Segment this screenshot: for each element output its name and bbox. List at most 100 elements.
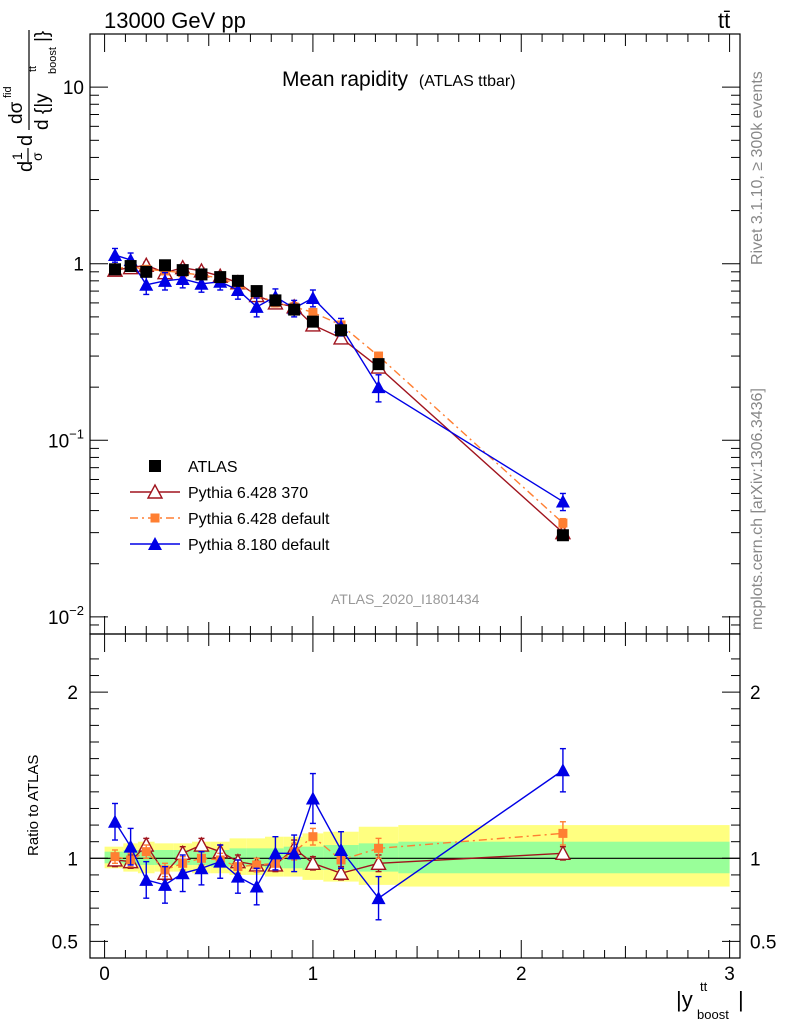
- data-point: [213, 854, 228, 868]
- rivet-label: Rivet 3.1.10, ≥ 300k events: [749, 71, 766, 265]
- main-panel-series: [106, 247, 572, 542]
- data-point: [334, 843, 349, 856]
- series-line: [114, 832, 563, 871]
- ratio-y-tick-label-left: 1: [67, 849, 78, 870]
- chart-title-sub: (ATLAS ttbar): [419, 73, 516, 90]
- main-y-tick-label: 10−1: [48, 426, 84, 452]
- legend-label: Pythia 6.428 default: [188, 511, 330, 528]
- ylabel-tt: tt: [27, 66, 39, 72]
- ratio-y-tick-label-left: 2: [67, 683, 78, 704]
- ylabel-close: |}: [32, 31, 53, 42]
- data-point: [195, 268, 208, 281]
- data-point: [194, 861, 209, 875]
- main-y-tick-label: 10: [63, 78, 84, 99]
- ratio-panel-series: [106, 747, 572, 921]
- analysis-label: ATLAS_2020_I1801434: [331, 591, 480, 607]
- data-point: [108, 814, 122, 828]
- legend-marker: [146, 483, 164, 499]
- data-point: [159, 259, 171, 272]
- ratio-band-segment: [154, 850, 174, 865]
- ylabel-denom: d {|y: [32, 93, 53, 130]
- main-panel-axes: 10−2 10−1 1 10: [48, 33, 741, 635]
- main-y-axis-label: d 1 σ d dσ fid d {|y tt boost |}: [2, 30, 59, 172]
- main-y-tick-label: 10−2: [48, 603, 84, 629]
- data-point: [214, 271, 227, 284]
- data-point: [308, 307, 318, 317]
- data-point: [332, 329, 350, 345]
- data-point: [372, 358, 385, 371]
- ylabel-sigma: σ: [29, 152, 45, 161]
- legend-marker: [150, 513, 160, 523]
- main-y-tick-label: 1: [73, 255, 84, 276]
- ylabel-dsigma: dσ: [6, 101, 27, 124]
- data-point: [175, 866, 190, 880]
- ratio-frame: [89, 633, 741, 959]
- data-point: [555, 494, 570, 508]
- ratio-y-tick-label-right: 2: [750, 683, 761, 704]
- data-point: [371, 380, 386, 394]
- data-point: [558, 518, 568, 528]
- data-point: [249, 879, 264, 893]
- data-point: [370, 854, 387, 870]
- data-point: [108, 248, 122, 262]
- x-tick-label: 0: [99, 964, 110, 985]
- data-point: [305, 290, 320, 304]
- data-point: [140, 265, 153, 278]
- data-point: [139, 277, 154, 291]
- data-point: [371, 891, 386, 905]
- data-point: [556, 529, 569, 542]
- data-point: [249, 299, 264, 313]
- chart-title: Mean rapidity (ATLAS ttbar): [282, 68, 516, 91]
- process-label: tt̄: [718, 8, 730, 33]
- ratio-panel-axes: 0.5 0.5 1 1 2 2 0 1 2 3: [52, 633, 776, 985]
- x-tick-label: 3: [724, 964, 735, 985]
- data-point: [555, 763, 570, 777]
- data-point: [110, 852, 120, 862]
- xlabel-close: |: [738, 987, 744, 1012]
- mcplots-label: mcplots.cern.ch [arXiv:1306.3436]: [749, 388, 766, 630]
- data-point: [308, 832, 318, 842]
- data-point: [231, 274, 244, 287]
- data-point: [554, 844, 572, 861]
- ratio-y-tick-label-right: 1: [750, 849, 761, 870]
- data-point: [109, 263, 121, 276]
- x-axis-label: |y tt boost |: [676, 979, 744, 1022]
- ylabel-one: 1: [9, 152, 25, 160]
- legend-marker: [148, 537, 162, 550]
- data-point: [306, 315, 319, 328]
- series-line: [114, 264, 564, 534]
- data-point: [176, 264, 189, 277]
- data-point: [374, 843, 384, 853]
- data-point: [141, 847, 151, 857]
- data-point: [124, 260, 137, 273]
- legend-label: Pythia 8.180 default: [188, 537, 330, 554]
- data-point: [288, 303, 301, 316]
- data-point: [194, 276, 209, 290]
- ylabel-fid: fid: [2, 86, 14, 98]
- ylabel-d2: d: [15, 135, 37, 146]
- ylabel-boost: boost: [47, 47, 59, 74]
- xlabel-boost: boost: [697, 1007, 729, 1022]
- data-point: [230, 282, 245, 296]
- data-point: [158, 877, 172, 891]
- data-point: [304, 854, 322, 870]
- data-point: [374, 351, 384, 361]
- xlabel-open: |y: [676, 987, 693, 1012]
- x-tick-label: 1: [308, 964, 319, 985]
- data-point: [558, 828, 568, 838]
- energy-label: 13000 GeV pp: [104, 8, 246, 33]
- series-line: [114, 266, 564, 524]
- data-point: [139, 872, 154, 886]
- data-point: [230, 869, 245, 883]
- data-point: [332, 864, 350, 880]
- data-point: [250, 285, 263, 298]
- ylabel-d: d: [15, 161, 37, 172]
- data-point: [287, 846, 302, 860]
- series-line: [114, 254, 564, 503]
- data-point: [175, 271, 190, 285]
- chart-title-main: Mean rapidity: [282, 68, 409, 91]
- data-point: [269, 294, 282, 307]
- data-point: [305, 791, 320, 805]
- ratio-y-tick-label-left: 0.5: [52, 932, 78, 953]
